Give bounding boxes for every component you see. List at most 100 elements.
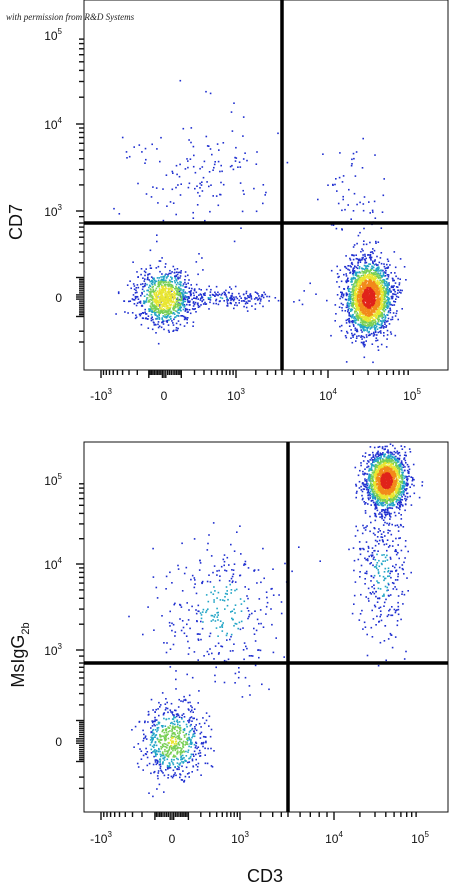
event-dot xyxy=(215,299,217,302)
event-dot xyxy=(170,285,172,288)
event-dot xyxy=(151,316,153,318)
event-dot xyxy=(148,294,150,297)
event-dot xyxy=(380,276,383,278)
event-dot xyxy=(165,651,168,654)
event-dot xyxy=(361,248,363,250)
event-dot xyxy=(179,79,182,82)
event-dot xyxy=(352,334,355,337)
event-dot xyxy=(409,451,412,453)
event-dot xyxy=(350,164,353,167)
event-dot xyxy=(193,735,196,738)
event-dot xyxy=(384,292,386,294)
event-dot xyxy=(342,294,345,297)
event-dot xyxy=(183,325,186,327)
event-dot xyxy=(210,620,213,622)
event-dot xyxy=(364,478,366,480)
event-dot xyxy=(160,276,162,278)
event-dot xyxy=(367,320,370,322)
event-dot xyxy=(369,459,371,461)
event-dot xyxy=(367,460,369,462)
event-dot xyxy=(405,498,408,500)
event-dot xyxy=(361,290,363,292)
event-dot xyxy=(386,305,389,307)
event-dot xyxy=(378,261,381,264)
event-dot xyxy=(386,334,389,336)
event-dot xyxy=(144,162,146,164)
event-dot xyxy=(212,195,214,197)
event-dot xyxy=(357,299,359,301)
event-dot xyxy=(171,712,173,714)
event-dot xyxy=(154,720,156,723)
event-dot xyxy=(384,284,386,287)
event-dot xyxy=(385,287,388,290)
event-dot xyxy=(235,302,237,304)
event-dot xyxy=(369,492,371,495)
event-dot xyxy=(353,333,356,336)
event-dot xyxy=(382,531,385,533)
event-dot xyxy=(378,300,380,302)
y-tick-label: 105 xyxy=(44,27,62,43)
event-dot xyxy=(364,452,367,454)
event-dot xyxy=(242,116,245,118)
event-dot xyxy=(405,475,407,478)
event-dot xyxy=(187,701,189,704)
event-dot xyxy=(396,450,399,453)
event-dot xyxy=(374,497,376,499)
event-dot xyxy=(403,658,406,660)
event-dot xyxy=(421,484,423,487)
event-dot xyxy=(360,329,362,331)
event-dot xyxy=(173,272,176,274)
event-dot xyxy=(162,312,165,314)
event-dot xyxy=(383,543,386,546)
event-dot xyxy=(167,273,169,276)
event-dot xyxy=(174,316,177,318)
event-dot xyxy=(155,759,158,761)
event-dot xyxy=(157,708,159,710)
event-dot xyxy=(182,299,184,302)
event-dot xyxy=(353,319,356,322)
event-dot xyxy=(153,306,156,308)
event-dot xyxy=(199,182,201,185)
event-dot xyxy=(187,301,189,303)
event-dot xyxy=(158,316,160,319)
event-dot xyxy=(195,729,198,732)
event-dot xyxy=(199,737,202,739)
event-dot xyxy=(203,160,206,163)
event-dot xyxy=(178,292,180,294)
event-dot xyxy=(217,294,219,297)
event-dot xyxy=(184,300,187,303)
event-dot xyxy=(175,670,177,672)
event-dot xyxy=(195,745,197,747)
event-dot xyxy=(172,775,175,777)
event-dot xyxy=(153,770,156,773)
event-dot xyxy=(195,758,197,761)
event-dot xyxy=(366,482,368,485)
event-dot xyxy=(197,273,199,276)
event-dot xyxy=(337,276,339,279)
event-dot xyxy=(403,457,406,459)
event-dot xyxy=(390,614,392,617)
event-dot xyxy=(158,304,161,306)
event-dot xyxy=(380,619,383,622)
event-dot xyxy=(377,664,380,667)
event-dot xyxy=(386,285,388,288)
event-dot xyxy=(247,300,250,302)
event-dot xyxy=(359,324,361,327)
event-dot xyxy=(387,582,390,585)
event-dot xyxy=(167,310,170,312)
event-dot xyxy=(380,285,382,287)
event-dot xyxy=(348,320,351,322)
event-dot xyxy=(137,276,139,278)
event-dot xyxy=(189,300,191,302)
event-dot xyxy=(208,308,210,310)
event-dot xyxy=(298,299,301,302)
event-dot xyxy=(159,281,161,283)
event-dot xyxy=(247,295,249,297)
event-dot xyxy=(348,297,350,300)
event-dot xyxy=(360,336,362,338)
event-dot xyxy=(175,213,177,216)
event-dot xyxy=(351,316,353,318)
event-dot xyxy=(379,330,381,333)
event-dot xyxy=(363,278,365,281)
event-dot xyxy=(391,582,394,584)
